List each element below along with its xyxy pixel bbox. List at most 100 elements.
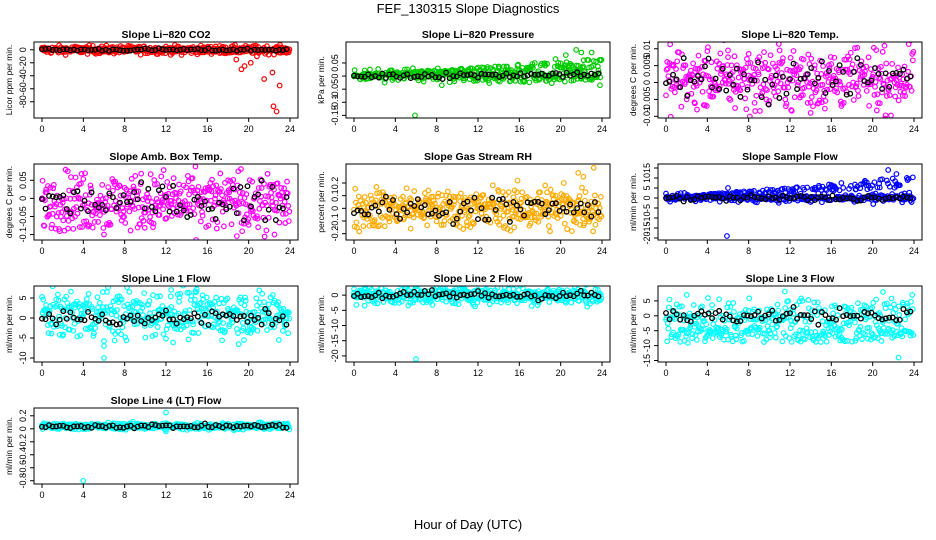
- reference-point: [53, 46, 60, 53]
- data-point: [440, 221, 447, 228]
- data-point: [286, 46, 293, 53]
- data-point: [407, 299, 413, 306]
- data-point: [141, 323, 148, 329]
- reference-point: [822, 194, 829, 201]
- reference-point: [755, 59, 762, 66]
- reference-point: [875, 70, 882, 77]
- data-point: [823, 338, 830, 345]
- data-point: [519, 189, 526, 196]
- reference-point: [794, 315, 801, 322]
- data-point: [117, 183, 123, 189]
- reference-point: [514, 73, 520, 80]
- data-point: [160, 167, 167, 173]
- data-point: [751, 99, 758, 106]
- reference-point: [808, 65, 815, 71]
- data-point: [489, 182, 496, 189]
- reference-point: [134, 196, 141, 203]
- reference-point: [92, 46, 99, 53]
- reference-point: [847, 313, 854, 320]
- data-point: [245, 221, 252, 228]
- reference-point: [464, 198, 471, 205]
- data-point: [117, 192, 124, 199]
- reference-point: [155, 45, 162, 52]
- data-point: [50, 181, 57, 188]
- data-point: [99, 181, 106, 188]
- reference-point: [425, 211, 432, 218]
- x-tick-label: 12: [473, 368, 483, 378]
- reference-point: [879, 196, 886, 203]
- data-point: [90, 333, 97, 339]
- data-point: [84, 51, 91, 57]
- data-point: [812, 186, 819, 193]
- reference-point: [42, 45, 49, 52]
- reference-point: [864, 310, 871, 317]
- reference-point: [233, 210, 240, 217]
- data-point: [533, 210, 540, 217]
- reference-point: [460, 291, 467, 298]
- data-point: [787, 54, 794, 61]
- outlier-point: [261, 76, 268, 82]
- data-point: [74, 333, 81, 340]
- reference-point: [457, 292, 464, 299]
- reference-point: [99, 201, 106, 208]
- data-point: [265, 301, 272, 308]
- data-point: [139, 305, 146, 311]
- x-tick-label: 0: [663, 368, 668, 378]
- reference-point: [560, 73, 566, 80]
- data-point: [242, 294, 249, 301]
- data-point: [676, 303, 683, 310]
- outlier-point: [807, 110, 814, 116]
- data-point: [94, 294, 101, 301]
- reference-point: [116, 47, 123, 54]
- reference-point: [790, 60, 797, 67]
- data-point: [910, 195, 917, 202]
- reference-point: [808, 193, 815, 200]
- data-point: [147, 213, 153, 220]
- outlier-point: [573, 46, 580, 53]
- data-point: [855, 300, 861, 307]
- reference-point: [776, 95, 783, 101]
- reference-point: [141, 45, 148, 52]
- data-point: [756, 108, 763, 114]
- outlier-point: [560, 180, 567, 186]
- reference-point: [166, 316, 173, 323]
- reference-point: [358, 294, 365, 300]
- data-point: [547, 186, 554, 193]
- data-point: [738, 330, 745, 336]
- data-point: [58, 209, 65, 216]
- data-point: [188, 292, 195, 299]
- reference-point: [542, 211, 549, 218]
- data-point: [195, 330, 202, 336]
- data-point: [72, 174, 79, 181]
- data-point: [670, 329, 676, 336]
- data-point: [817, 339, 824, 345]
- x-tick-label: 12: [785, 124, 795, 134]
- reference-point: [372, 292, 379, 299]
- data-points: [39, 42, 293, 115]
- data-point: [39, 293, 45, 300]
- reference-point: [443, 290, 450, 297]
- data-point: [123, 337, 130, 344]
- data-point: [909, 292, 916, 298]
- data-point: [576, 298, 582, 304]
- data-point: [716, 83, 723, 90]
- data-point: [199, 209, 205, 215]
- reference-point: [670, 71, 677, 78]
- data-point: [714, 65, 721, 72]
- data-point: [198, 189, 205, 195]
- data-point: [908, 87, 915, 94]
- data-point: [779, 185, 786, 192]
- reference-point: [595, 293, 602, 300]
- reference-point: [78, 205, 84, 212]
- data-point: [63, 293, 70, 300]
- reference-point: [258, 46, 265, 53]
- reference-point: [255, 314, 262, 321]
- data-point: [873, 296, 880, 303]
- outlier-point: [725, 47, 731, 54]
- reference-point: [670, 308, 677, 315]
- outlier-point: [241, 63, 248, 69]
- reference-point: [127, 312, 134, 319]
- reference-point: [78, 316, 84, 323]
- reference-point: [840, 68, 847, 75]
- reference-point: [233, 316, 240, 323]
